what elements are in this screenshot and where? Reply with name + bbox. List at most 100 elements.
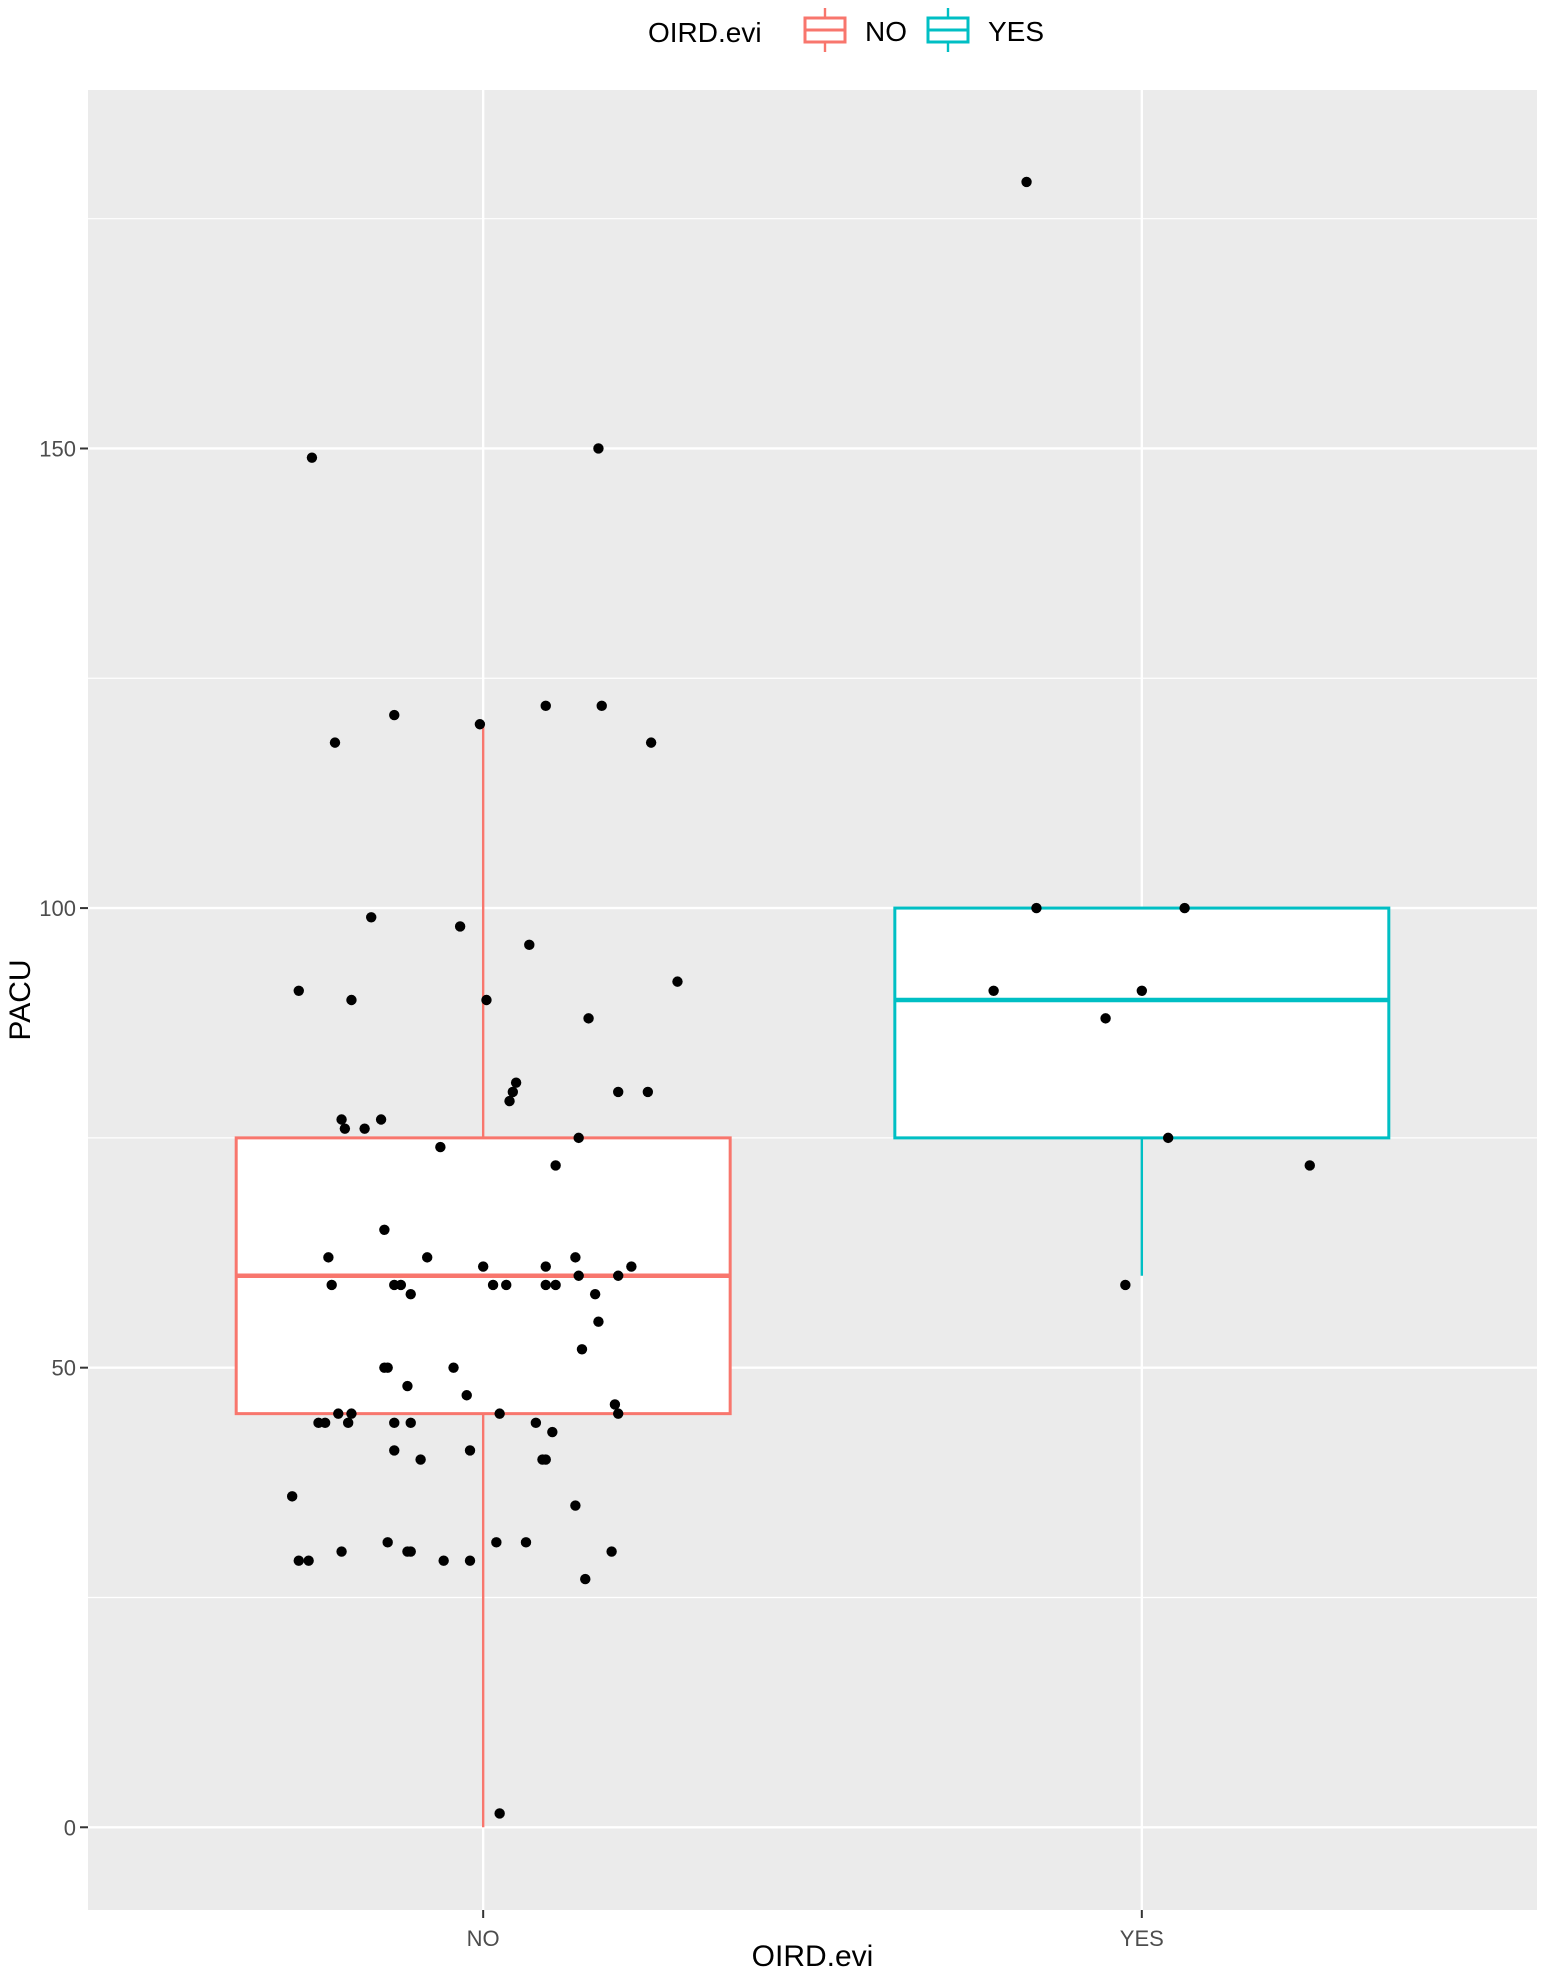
- data-point: [402, 1546, 413, 1557]
- legend-label-no: NO: [865, 16, 907, 47]
- data-point: [501, 1279, 512, 1291]
- data-point: [540, 700, 551, 712]
- data-point: [395, 1279, 407, 1291]
- data-point: [547, 1426, 558, 1438]
- data-point: [303, 1555, 314, 1566]
- data-point: [333, 1408, 344, 1419]
- legend-title: OIRD.evi: [648, 17, 762, 48]
- box-iqr: [893, 906, 1391, 1140]
- legend-key-yes: [926, 8, 970, 52]
- data-point: [672, 976, 683, 987]
- data-point: [1021, 176, 1032, 188]
- data-point: [1162, 1132, 1174, 1144]
- data-point: [405, 1417, 416, 1429]
- data-point: [570, 1500, 581, 1511]
- data-point: [530, 1417, 542, 1429]
- data-point: [286, 1491, 298, 1502]
- data-point: [645, 737, 657, 748]
- data-point: [988, 985, 999, 997]
- data-point: [626, 1261, 637, 1272]
- data-point: [1031, 902, 1042, 914]
- data-point: [583, 1013, 594, 1024]
- data-point: [306, 452, 318, 463]
- x-tick-label: NO: [467, 1926, 500, 1951]
- data-point: [448, 1362, 459, 1373]
- data-point: [405, 1288, 416, 1300]
- data-point: [642, 1086, 654, 1098]
- data-point: [389, 1445, 400, 1456]
- data-point: [389, 1417, 400, 1429]
- data-point: [481, 994, 492, 1006]
- data-point: [329, 737, 341, 748]
- data-point: [336, 1546, 347, 1557]
- data-point: [494, 1808, 505, 1819]
- data-point: [491, 1537, 502, 1548]
- data-point: [606, 1546, 617, 1557]
- x-axis-ticks: NO YES: [467, 1910, 1164, 1951]
- data-point: [339, 1123, 351, 1134]
- data-point: [346, 1408, 357, 1419]
- data-point: [504, 1095, 515, 1107]
- data-point: [613, 1408, 624, 1419]
- data-point: [366, 912, 377, 923]
- data-point: [319, 1417, 331, 1429]
- data-point: [613, 1086, 624, 1098]
- box-no: [234, 724, 732, 1828]
- data-point: [464, 1445, 476, 1456]
- boxes: [234, 724, 1391, 1828]
- data-point: [540, 1454, 551, 1465]
- y-tick-label: 0: [64, 1815, 76, 1840]
- y-axis-title: PACU: [4, 959, 37, 1040]
- data-point: [375, 1114, 387, 1125]
- data-point: [1100, 1013, 1111, 1024]
- data-point: [593, 1316, 604, 1327]
- legend-label-yes: YES: [988, 16, 1044, 47]
- x-tick-label: YES: [1120, 1926, 1164, 1951]
- data-point: [379, 1224, 390, 1235]
- data-point: [461, 1390, 472, 1401]
- data-point: [613, 1270, 624, 1281]
- data-point: [359, 1123, 370, 1134]
- data-point: [346, 994, 357, 1006]
- data-point: [474, 719, 486, 730]
- legend: OIRD.evi NO YES: [648, 8, 1044, 52]
- data-point: [1136, 985, 1148, 997]
- data-point: [609, 1399, 621, 1410]
- data-point: [382, 1537, 393, 1548]
- data-point: [550, 1160, 561, 1171]
- data-point: [520, 1537, 532, 1548]
- data-point: [576, 1344, 588, 1355]
- data-point: [415, 1454, 426, 1465]
- data-point: [435, 1141, 446, 1153]
- data-point: [323, 1252, 334, 1263]
- data-points: [286, 176, 1315, 1819]
- data-point: [336, 1114, 347, 1125]
- data-point: [293, 985, 304, 997]
- data-point: [293, 1555, 304, 1566]
- y-axis-ticks: 0 50 100 150: [39, 436, 88, 1840]
- data-point: [593, 443, 604, 454]
- data-point: [540, 1279, 551, 1291]
- data-point: [342, 1417, 354, 1429]
- data-point: [1304, 1160, 1315, 1171]
- box-yes: [893, 906, 1391, 1276]
- data-point: [507, 1086, 519, 1098]
- data-point: [580, 1573, 591, 1585]
- data-point: [573, 1132, 584, 1144]
- data-point: [382, 1362, 393, 1373]
- data-point: [1179, 902, 1190, 914]
- data-point: [540, 1261, 551, 1272]
- data-point: [454, 921, 466, 932]
- data-point: [464, 1555, 476, 1566]
- data-point: [438, 1555, 449, 1566]
- data-point: [494, 1408, 505, 1419]
- data-point: [550, 1279, 561, 1291]
- data-point: [389, 709, 400, 721]
- y-tick-label: 50: [52, 1356, 76, 1381]
- y-tick-label: 100: [39, 896, 76, 921]
- data-point: [477, 1261, 489, 1272]
- data-point: [402, 1380, 413, 1392]
- data-point: [326, 1279, 337, 1291]
- data-point: [510, 1077, 522, 1088]
